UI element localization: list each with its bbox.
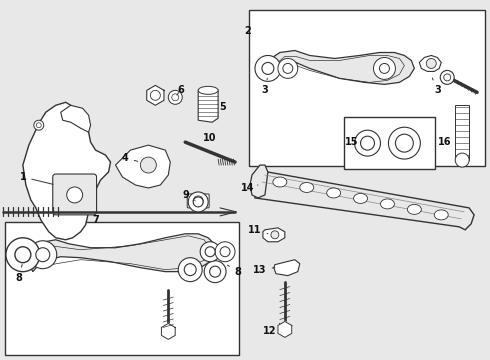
Circle shape bbox=[379, 63, 390, 73]
Text: 8: 8 bbox=[227, 265, 242, 276]
Polygon shape bbox=[263, 228, 285, 242]
Text: 16: 16 bbox=[438, 137, 451, 147]
Circle shape bbox=[373, 58, 395, 80]
Text: 5: 5 bbox=[220, 102, 226, 112]
Circle shape bbox=[210, 266, 220, 277]
Ellipse shape bbox=[434, 210, 448, 220]
Circle shape bbox=[440, 71, 454, 84]
Polygon shape bbox=[274, 260, 300, 276]
Text: 3: 3 bbox=[262, 78, 269, 95]
Polygon shape bbox=[61, 105, 91, 132]
FancyBboxPatch shape bbox=[249, 10, 485, 166]
Circle shape bbox=[193, 196, 203, 206]
Polygon shape bbox=[147, 85, 164, 105]
Circle shape bbox=[178, 258, 202, 282]
Circle shape bbox=[172, 94, 179, 101]
Circle shape bbox=[455, 153, 469, 167]
Circle shape bbox=[255, 55, 281, 81]
Bar bbox=[455, 105, 469, 160]
Circle shape bbox=[426, 58, 436, 68]
Text: 4: 4 bbox=[122, 153, 138, 163]
Polygon shape bbox=[278, 321, 292, 337]
Ellipse shape bbox=[380, 199, 394, 209]
Text: 9: 9 bbox=[183, 190, 195, 201]
Text: 14: 14 bbox=[241, 183, 258, 193]
Polygon shape bbox=[161, 323, 175, 339]
Circle shape bbox=[6, 238, 40, 272]
Circle shape bbox=[34, 120, 44, 130]
Circle shape bbox=[262, 62, 274, 75]
Ellipse shape bbox=[354, 193, 368, 203]
Text: 2: 2 bbox=[245, 26, 251, 36]
Circle shape bbox=[141, 157, 156, 173]
Polygon shape bbox=[265, 50, 415, 84]
Ellipse shape bbox=[198, 86, 218, 94]
Ellipse shape bbox=[300, 183, 314, 193]
Circle shape bbox=[36, 248, 50, 262]
Circle shape bbox=[361, 136, 374, 150]
Text: 1: 1 bbox=[20, 172, 53, 184]
Text: 8: 8 bbox=[16, 264, 23, 283]
Circle shape bbox=[15, 247, 31, 263]
Circle shape bbox=[188, 192, 208, 212]
Polygon shape bbox=[31, 234, 215, 272]
Polygon shape bbox=[198, 88, 218, 122]
FancyBboxPatch shape bbox=[343, 117, 435, 169]
Circle shape bbox=[283, 63, 293, 73]
FancyBboxPatch shape bbox=[187, 194, 209, 208]
Circle shape bbox=[271, 231, 279, 239]
Circle shape bbox=[215, 242, 235, 262]
Text: 11: 11 bbox=[248, 225, 268, 235]
FancyBboxPatch shape bbox=[5, 222, 239, 355]
Text: 7: 7 bbox=[92, 215, 99, 225]
Polygon shape bbox=[255, 172, 474, 230]
Polygon shape bbox=[116, 145, 171, 188]
Circle shape bbox=[67, 187, 83, 203]
Ellipse shape bbox=[407, 204, 421, 214]
Circle shape bbox=[278, 58, 298, 78]
Ellipse shape bbox=[327, 188, 341, 198]
Circle shape bbox=[204, 261, 226, 283]
Polygon shape bbox=[250, 165, 268, 198]
Text: 12: 12 bbox=[263, 323, 280, 336]
Circle shape bbox=[389, 127, 420, 159]
Text: 3: 3 bbox=[432, 78, 441, 95]
Circle shape bbox=[36, 123, 41, 128]
Text: 6: 6 bbox=[177, 85, 184, 95]
Circle shape bbox=[200, 242, 220, 262]
Circle shape bbox=[29, 241, 57, 269]
Circle shape bbox=[168, 90, 182, 104]
Circle shape bbox=[220, 247, 230, 257]
Ellipse shape bbox=[273, 177, 287, 187]
Circle shape bbox=[184, 264, 196, 276]
Circle shape bbox=[355, 130, 380, 156]
FancyBboxPatch shape bbox=[53, 174, 97, 215]
Circle shape bbox=[193, 197, 203, 207]
Circle shape bbox=[205, 247, 215, 257]
Circle shape bbox=[150, 90, 160, 100]
Circle shape bbox=[395, 134, 414, 152]
Polygon shape bbox=[23, 102, 111, 240]
Text: 15: 15 bbox=[345, 137, 358, 147]
Circle shape bbox=[444, 74, 451, 81]
Text: 10: 10 bbox=[203, 133, 217, 143]
Polygon shape bbox=[419, 55, 441, 71]
Text: 13: 13 bbox=[253, 265, 275, 275]
